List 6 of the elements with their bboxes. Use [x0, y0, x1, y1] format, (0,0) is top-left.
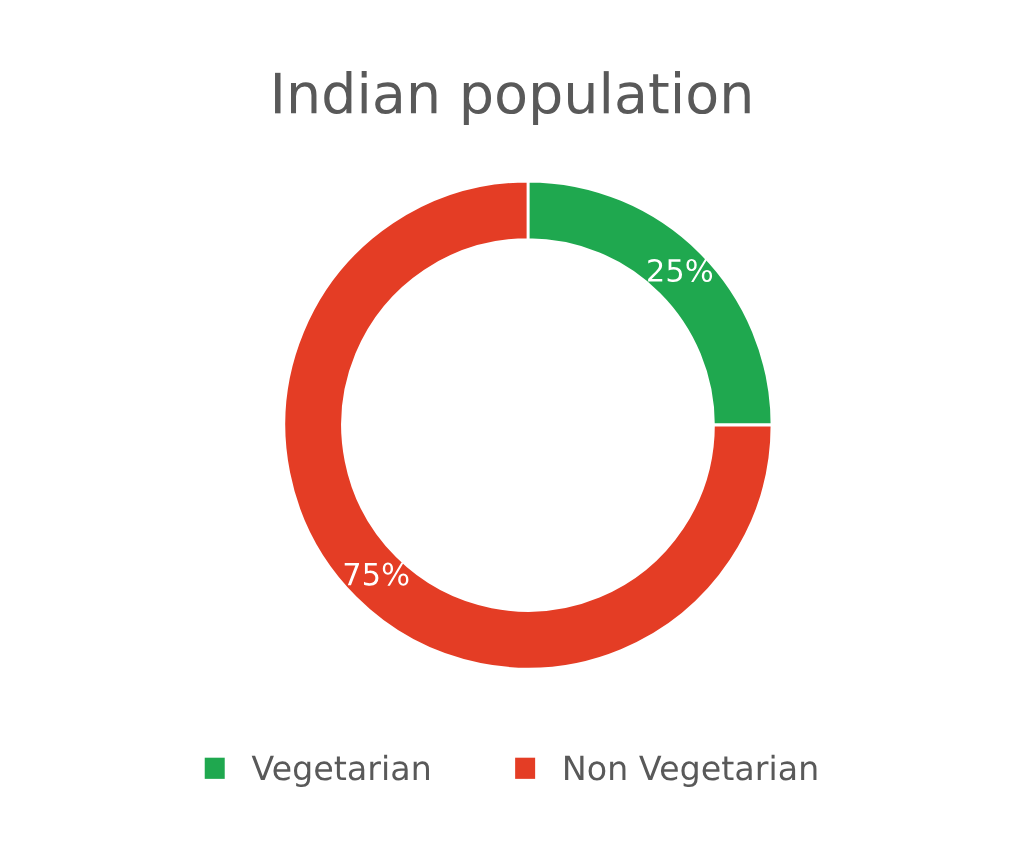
chart-title: Indian population [275, 71, 750, 125]
legend-label: Non Vegetarian [565, 754, 817, 787]
donut-slice [282, 179, 774, 671]
data-label: 25% [648, 258, 713, 283]
data-label: 75% [344, 562, 409, 586]
legend-label: Vegetarian [251, 754, 429, 787]
